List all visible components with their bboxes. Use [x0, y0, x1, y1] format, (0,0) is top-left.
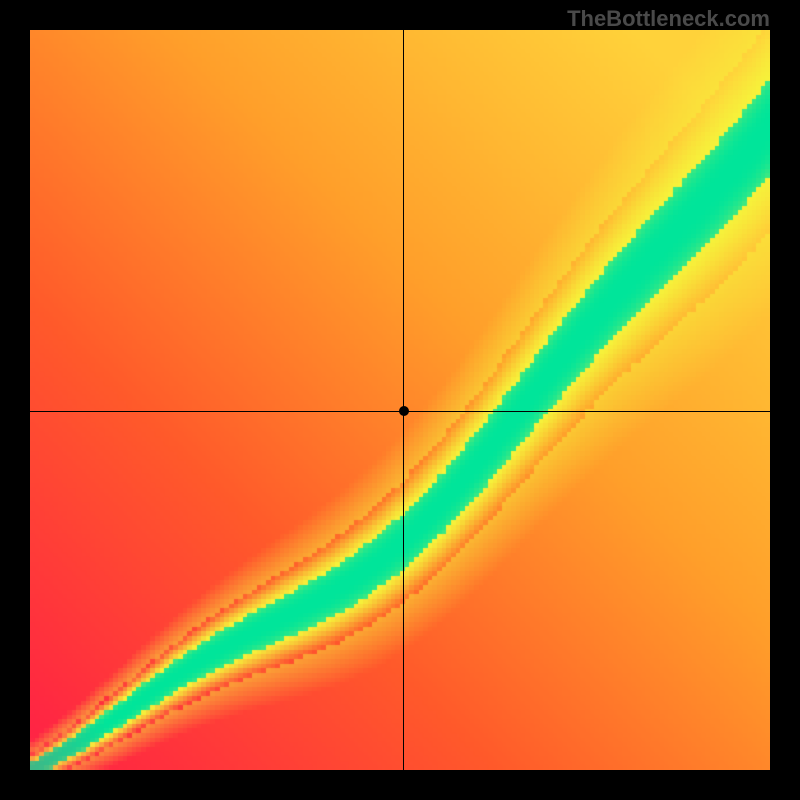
- heatmap-canvas: [30, 30, 770, 770]
- crosshair-vertical: [403, 30, 404, 770]
- selection-marker: [399, 406, 409, 416]
- watermark-text: TheBottleneck.com: [567, 6, 770, 32]
- heatmap-plot: [30, 30, 770, 770]
